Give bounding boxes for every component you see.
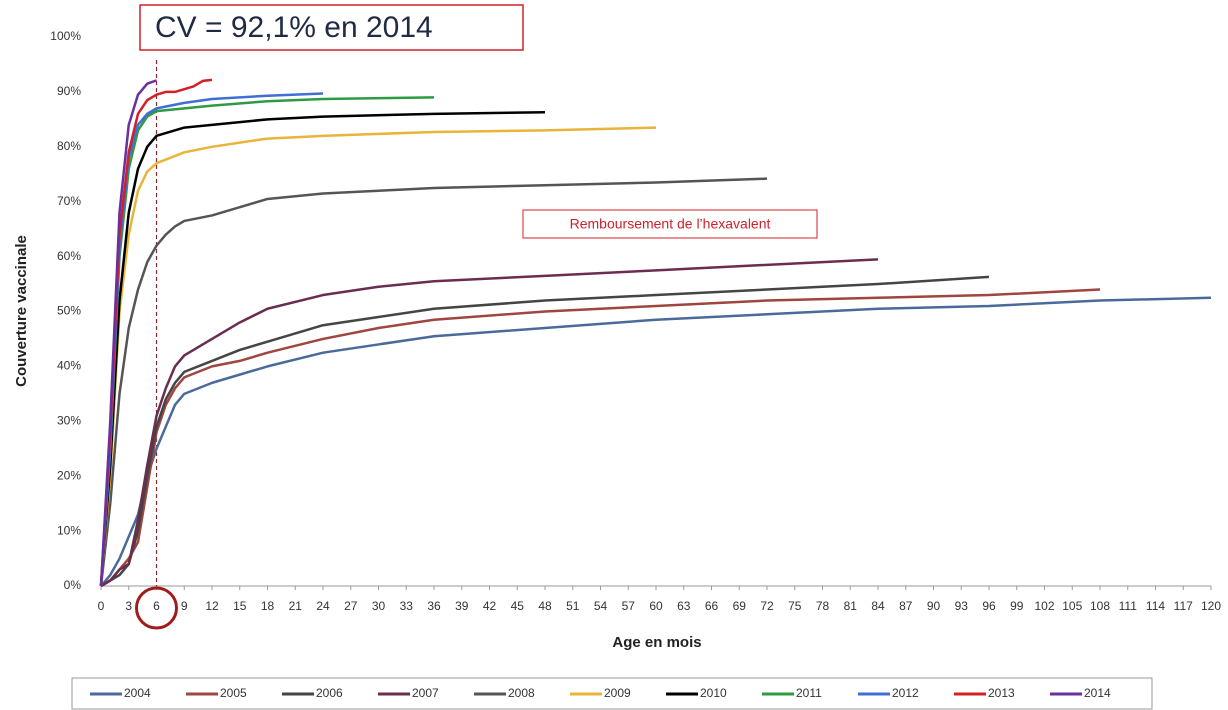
x-tick-label: 21	[289, 599, 303, 613]
annotation: Remboursement de l’hexavalent	[570, 216, 771, 232]
y-tick-label: 50%	[57, 304, 81, 318]
x-tick-label: 12	[205, 599, 219, 613]
x-tick-label: 3	[125, 599, 132, 613]
x-axis-title: Age en mois	[612, 634, 701, 651]
y-tick-label: 100%	[50, 29, 81, 43]
legend-label: 2011	[796, 686, 822, 700]
x-tick-label: 24	[316, 599, 330, 613]
x-tick-label: 33	[400, 599, 414, 613]
x-tick-label: 120	[1201, 599, 1221, 613]
x-tick-label: 42	[483, 599, 497, 613]
x-tick-label: 84	[871, 599, 885, 613]
y-tick-label: 10%	[57, 523, 81, 537]
series-line	[100, 296, 1212, 587]
series-line	[99, 177, 768, 587]
y-tick-label: 20%	[57, 468, 81, 482]
x-tick-label: 69	[733, 599, 747, 613]
y-tick-label: 60%	[57, 249, 81, 263]
x-tick-label: 63	[677, 599, 691, 613]
annotation-box	[522, 209, 818, 239]
x-tick-label: 36	[427, 599, 441, 613]
y-tick-label: 40%	[57, 359, 81, 373]
x-tick-label: 81	[844, 599, 858, 613]
series-line	[99, 110, 546, 587]
x-tick-label: 72	[760, 599, 774, 613]
x-tick-label: 108	[1090, 599, 1110, 613]
y-tick-label: 70%	[57, 194, 81, 208]
x-tick-label: 39	[455, 599, 469, 613]
legend-label: 2014	[1084, 686, 1111, 700]
series-line	[100, 275, 990, 588]
y-tick-label: 30%	[57, 413, 81, 427]
x-tick-label: 78	[816, 599, 830, 613]
x-tick-label: 27	[344, 599, 358, 613]
x-tick-label: 9	[181, 599, 188, 613]
x-tick-label: 117	[1174, 599, 1193, 613]
x-tick-label: 114	[1146, 599, 1165, 613]
x-tick-label: 18	[261, 599, 275, 613]
x-tick-label: 57	[622, 599, 636, 613]
x-tick-label: 15	[233, 599, 247, 613]
y-tick-label: 90%	[57, 84, 81, 98]
x-tick-label: 102	[1034, 599, 1054, 613]
x-tick-label: 105	[1062, 599, 1082, 613]
x-tick-label: 90	[927, 599, 941, 613]
legend-label: 2005	[220, 686, 247, 700]
x-tick-label: 87	[899, 599, 913, 613]
series-line	[99, 126, 657, 587]
x-tick-label: 60	[649, 599, 663, 613]
x-tick-label: 66	[705, 599, 719, 613]
title-box	[139, 4, 524, 51]
x-tick-label: 45	[511, 599, 525, 613]
series-line	[99, 79, 157, 587]
x-tick-label: 75	[788, 599, 802, 613]
x-tick-label: 54	[594, 599, 608, 613]
legend-label: 2009	[604, 686, 631, 700]
legend-label: 2010	[700, 686, 727, 700]
x-tick-label: 30	[372, 599, 386, 613]
legend-label: 2008	[508, 686, 535, 700]
x-tick-label: 0	[98, 599, 105, 613]
y-tick-label: 80%	[57, 139, 81, 153]
chart-title: CV = 92,1% en 2014	[155, 11, 433, 44]
x-tick-label: 6	[153, 599, 160, 613]
y-tick-label: 0%	[64, 578, 82, 592]
series-line	[100, 288, 1101, 588]
x-tick-label: 51	[566, 599, 580, 613]
x-tick-label: 111	[1119, 599, 1138, 613]
legend-label: 2012	[892, 686, 919, 700]
legend-label: 2013	[988, 686, 1015, 700]
x-tick-label: 96	[982, 599, 996, 613]
x-tick-label: 99	[1010, 599, 1024, 613]
legend-label: 2007	[412, 686, 439, 700]
legend-label: 2006	[316, 686, 343, 700]
legend-label: 2004	[124, 686, 151, 700]
series-line	[100, 258, 879, 588]
y-axis-title: Couverture vaccinale	[13, 235, 30, 387]
x-tick-label: 48	[538, 599, 552, 613]
highlight-circle	[135, 586, 178, 630]
x-tick-label: 93	[955, 599, 969, 613]
